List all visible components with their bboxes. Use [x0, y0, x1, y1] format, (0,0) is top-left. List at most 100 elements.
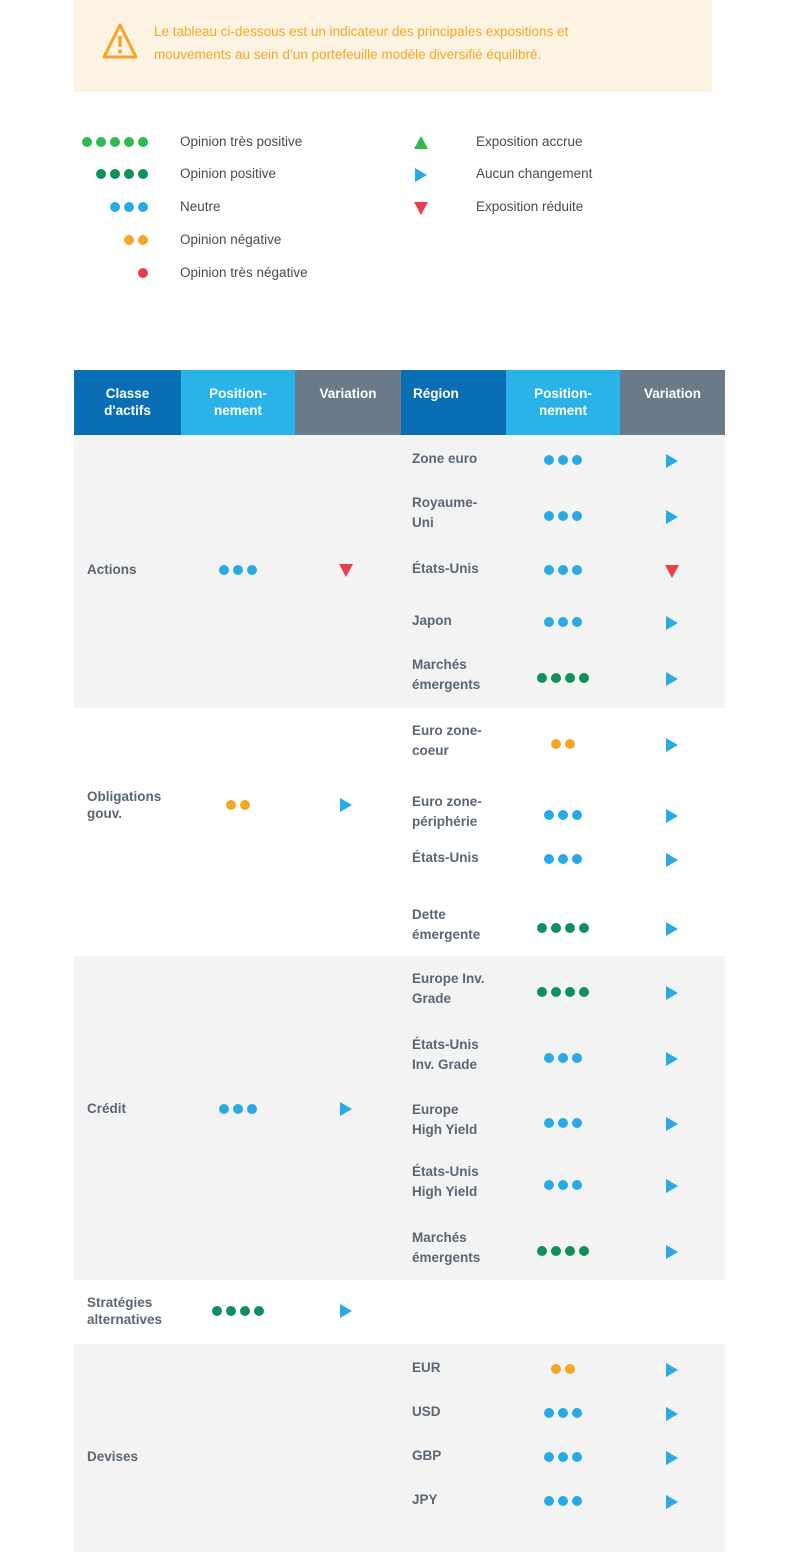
rating-dot [544, 455, 554, 465]
rating-dot [558, 810, 568, 820]
rating-dot [233, 564, 243, 575]
rating-dot [551, 673, 561, 683]
asset-class-label: Crédit [87, 1100, 187, 1117]
rating-dot [110, 169, 120, 179]
region-label-line: EUR [412, 1360, 441, 1375]
region-rating [537, 673, 593, 683]
banner-text-line-1: Le tableau ci-dessous est un indicateur … [154, 24, 569, 39]
down-triangle-icon [664, 563, 680, 579]
rating-dot [124, 169, 134, 179]
asset-class-group: Devises EUR USD GBP JPY [74, 1344, 725, 1552]
region-label-line: Europe [412, 1102, 459, 1117]
region-rating [544, 1452, 586, 1462]
rating-dot [565, 1246, 575, 1256]
rating-dot [138, 268, 148, 278]
rating-dot [247, 564, 257, 575]
rating-dot [96, 169, 106, 179]
rating-dot [572, 617, 582, 627]
rating-dot [572, 854, 582, 864]
asset-class-label-line: Actions [87, 562, 137, 577]
region-label-line: Grade [412, 991, 452, 1006]
region-label: Marchés émergents [412, 1228, 507, 1268]
rating-dot [138, 169, 148, 179]
rating-dot [544, 810, 554, 820]
region-label: Marchés émergents [412, 655, 507, 695]
banner-text: Le tableau ci-dessous est un indicateur … [154, 20, 694, 66]
down-triangle-icon [338, 562, 354, 578]
legend-opinion-5: Opinion très négative [0, 263, 380, 283]
asset-class-label: Obligations gouv. [87, 788, 187, 822]
rating-dot [544, 1452, 554, 1462]
right-triangle-icon [664, 1450, 680, 1466]
asset-class-label-line: Obligations [87, 789, 162, 804]
rating-dot [558, 511, 568, 521]
rating-dot [572, 810, 582, 820]
region-label: GBP [412, 1446, 507, 1466]
region-label-line: Marchés [412, 1230, 467, 1245]
region-label-line: USD [412, 1404, 441, 1419]
header-region-label: Région [413, 386, 459, 401]
rating-dot [558, 1496, 568, 1506]
header-asset-class: Classe d'actifs [74, 370, 181, 435]
rating-dot [537, 923, 547, 933]
warning-icon [102, 22, 138, 62]
rating-dot [544, 1118, 554, 1128]
right-triangle-icon [664, 1051, 680, 1067]
header-variation-1: Variation [295, 370, 401, 435]
region-label-line: High Yield [412, 1122, 478, 1137]
header-positioning-2-line-1: Position- [534, 386, 592, 401]
legend-opinion-label: Opinion très positive [180, 134, 303, 149]
rating-dot [579, 987, 589, 997]
region-label-line: Dette [412, 907, 446, 922]
rating-dot [572, 1118, 582, 1128]
region-label: USD [412, 1402, 507, 1422]
right-triangle-icon [338, 1303, 354, 1319]
region-label-line: Uni [412, 515, 434, 530]
right-triangle-icon [664, 808, 680, 824]
rating-dot [537, 987, 547, 997]
rating-dot [138, 235, 148, 245]
rating-dot [558, 617, 568, 627]
rating-dot [572, 1496, 582, 1506]
asset-class-group: Actions Zone euro Royaume- Uni États-Unis Jap… [74, 435, 725, 708]
region-label-line: Marchés [412, 657, 467, 672]
rating-dot [212, 1306, 222, 1316]
region-label-line: périphérie [412, 814, 478, 829]
region-rating [544, 565, 586, 575]
rating-dot [247, 1103, 257, 1114]
rating-dot [240, 1306, 250, 1316]
rating-dot [124, 137, 134, 147]
region-rating [544, 810, 586, 820]
header-variation-1-label: Variation [319, 386, 377, 401]
up-triangle-icon [413, 135, 428, 149]
right-triangle-icon [664, 615, 680, 631]
region-label-line: Japon [412, 613, 452, 628]
rating-dot [551, 987, 561, 997]
asset-class-rating [219, 564, 261, 575]
asset-class-label-line: Stratégies [87, 1295, 153, 1310]
legend-opinion-2: Opinion positive [0, 164, 380, 184]
rating-dot [572, 1053, 582, 1063]
rating-dot [579, 923, 589, 933]
header-positioning-2: Position- nement [506, 370, 620, 435]
right-triangle-icon [664, 1178, 680, 1194]
asset-class-label: Actions [87, 561, 187, 578]
down-triangle-icon [413, 200, 428, 215]
region-label: États-Unis [412, 848, 507, 868]
legend-opinion-3: Neutre [0, 197, 380, 217]
asset-class-group: Obligations gouv. Euro zone-coeur Euro zone… [74, 708, 725, 956]
region-label-line: Royaume- [412, 495, 478, 510]
region-label-line: Zone euro [412, 451, 478, 466]
region-rating [544, 455, 586, 465]
right-triangle-icon [664, 1116, 680, 1132]
region-label: Japon [412, 611, 507, 631]
region-label-line: High Yield [412, 1184, 478, 1199]
legend-dots [96, 169, 152, 179]
rating-dot [240, 800, 250, 810]
region-label-line: JPY [412, 1492, 438, 1507]
rating-dot [138, 202, 148, 212]
rating-dot [565, 1364, 575, 1374]
region-rating [537, 1246, 593, 1256]
rating-dot [551, 923, 561, 933]
region-rating [544, 617, 586, 627]
